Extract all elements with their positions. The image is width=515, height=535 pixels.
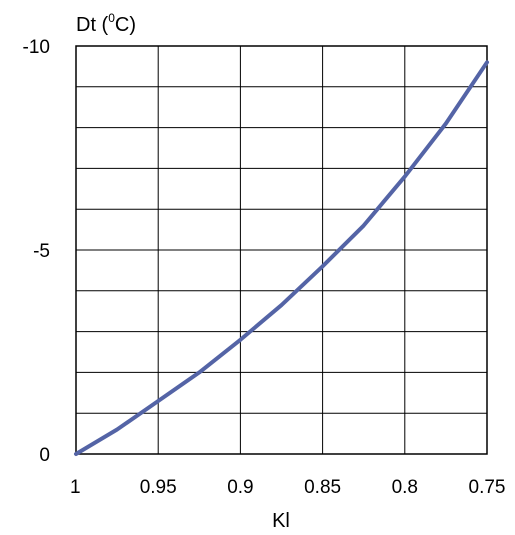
x-tick-labels: 1 0.95 0.9 0.85 0.8 0.75	[70, 477, 505, 498]
series-line-1	[74, 60, 489, 456]
x-tick-label: 0.85	[304, 477, 341, 498]
y-tick-labels: 0 -5 -10	[23, 37, 50, 466]
plot-frame	[75, 45, 488, 455]
y-tick-label: 0	[39, 445, 50, 466]
y-axis-title: Dt (0C)	[76, 11, 136, 36]
grid	[76, 46, 487, 454]
x-tick-label: 0.75	[469, 477, 506, 498]
y-axis-title-prefix: Dt (	[76, 14, 109, 36]
x-tick-label: 0.95	[140, 477, 177, 498]
x-tick-label: 0.9	[227, 477, 253, 498]
y-tick-label: -10	[23, 37, 50, 58]
y-axis-title-suffix: C)	[115, 14, 136, 36]
y-axis-title-superscript: 0	[108, 11, 115, 25]
x-tick-label: 0.8	[392, 477, 418, 498]
series-layer	[74, 60, 489, 456]
x-tick-label: 1	[70, 477, 81, 498]
y-tick-label: -5	[33, 241, 50, 262]
x-axis-title: Kl	[272, 510, 290, 532]
